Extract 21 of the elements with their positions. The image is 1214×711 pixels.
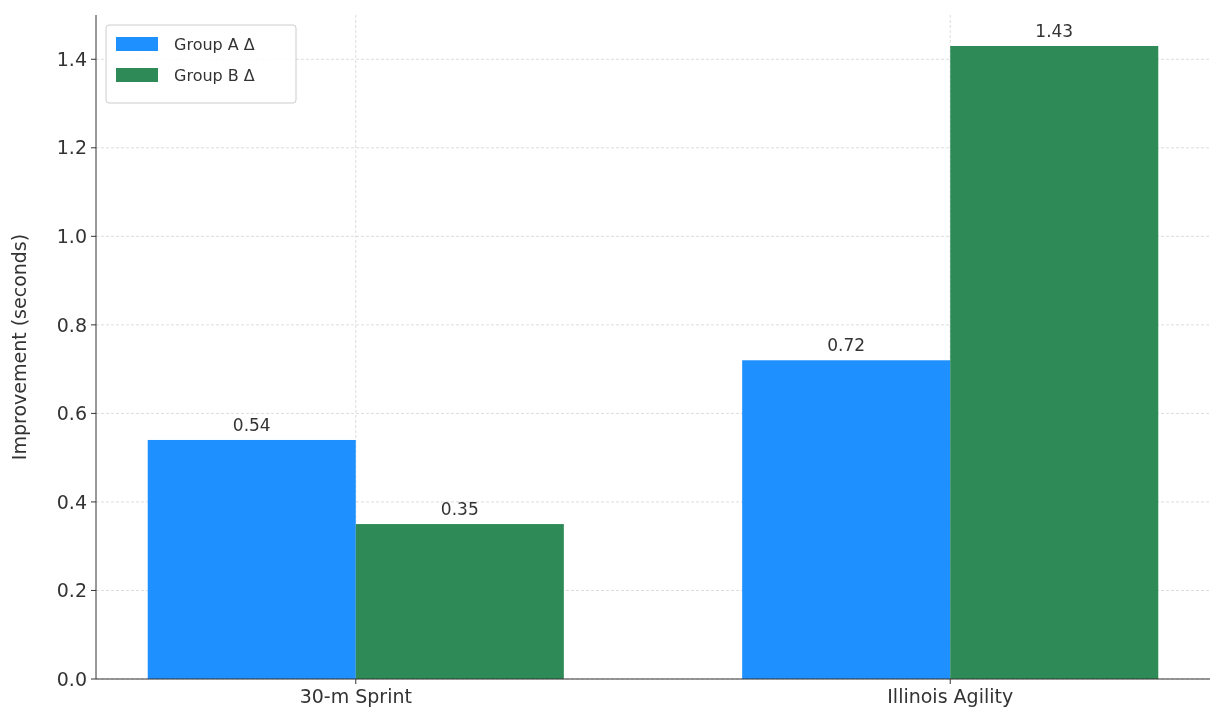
bar — [950, 45, 1159, 679]
y-tick-label: 0.2 — [56, 579, 87, 602]
y-tick-label: 1.0 — [56, 224, 87, 247]
y-tick-label: 1.4 — [56, 47, 87, 70]
data-label: 0.72 — [827, 335, 866, 356]
legend-label: Group B Δ — [174, 65, 255, 85]
x-tick-label: 30-m Sprint — [299, 685, 412, 707]
data-label: 1.43 — [1035, 20, 1074, 41]
legend-label: Group A Δ — [174, 34, 255, 54]
y-tick-label: 0.8 — [56, 313, 87, 336]
data-label: 0.54 — [232, 414, 271, 435]
x-tick-label: Illinois Agility — [887, 685, 1014, 707]
bar — [355, 524, 564, 679]
y-tick-label: 0.0 — [56, 667, 87, 690]
bar — [147, 439, 356, 679]
bar — [742, 360, 951, 679]
y-tick-label: 0.6 — [56, 402, 87, 425]
y-tick-label: 1.2 — [56, 136, 87, 159]
y-tick-label: 0.4 — [56, 490, 87, 513]
y-axis-title: Improvement (seconds) — [8, 233, 30, 461]
data-label: 0.35 — [440, 499, 479, 520]
